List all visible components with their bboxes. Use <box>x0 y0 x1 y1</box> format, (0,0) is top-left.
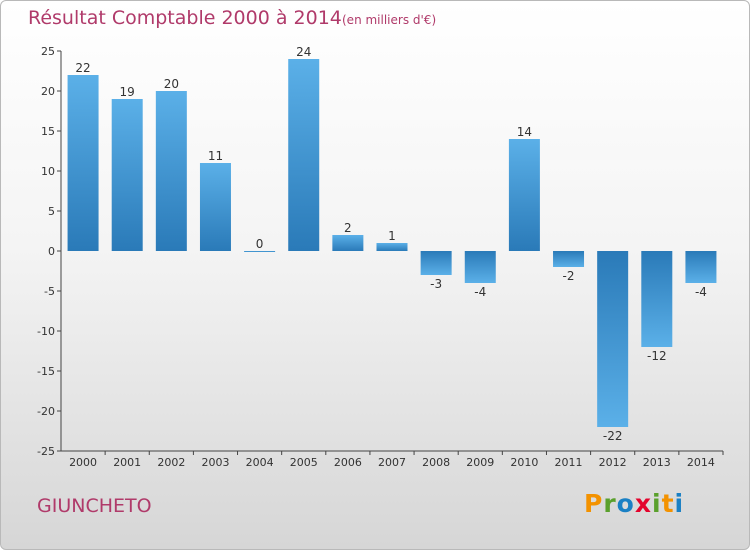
bar-2008[interactable] <box>420 251 452 275</box>
data-label-2001: 19 <box>120 85 135 99</box>
y-tick-label: -5 <box>44 285 55 298</box>
y-tick-label: -10 <box>37 325 55 338</box>
data-label-2000: 22 <box>75 61 90 75</box>
bar-2010[interactable] <box>508 139 540 251</box>
logo-letter: r <box>603 489 617 518</box>
data-label-2013: -12 <box>647 349 667 363</box>
x-tick-label: 2012 <box>599 456 627 469</box>
commune-name: GIUNCHETO <box>37 495 152 517</box>
data-label-2010: 14 <box>517 125 532 139</box>
y-tick-label: -25 <box>37 445 55 458</box>
bar-2000[interactable] <box>67 75 99 251</box>
x-tick-label: 2003 <box>201 456 229 469</box>
proxiti-logo[interactable]: Proxiti <box>584 489 684 518</box>
data-label-2003: 11 <box>208 149 223 163</box>
logo-letter: t <box>661 489 675 518</box>
x-tick-label: 2006 <box>334 456 362 469</box>
y-tick-label: -20 <box>37 405 55 418</box>
y-tick-label: 10 <box>41 165 55 178</box>
y-tick-label: 25 <box>41 45 55 58</box>
x-tick-label: 2001 <box>113 456 141 469</box>
bar-2007[interactable] <box>376 243 408 251</box>
x-tick-label: 2004 <box>246 456 274 469</box>
bar-2011[interactable] <box>553 251 585 267</box>
logo-letter: i <box>674 489 685 518</box>
data-label-2005: 24 <box>296 45 311 59</box>
x-tick-label: 2009 <box>466 456 494 469</box>
bar-2003[interactable] <box>199 163 231 251</box>
x-tick-label: 2007 <box>378 456 406 469</box>
data-label-2009: -4 <box>474 285 486 299</box>
x-tick-label: 2013 <box>643 456 671 469</box>
logo-letter: x <box>634 489 652 518</box>
y-tick-label: 0 <box>48 245 55 258</box>
x-tick-label: 2005 <box>290 456 318 469</box>
bar-2009[interactable] <box>464 251 496 283</box>
bar-2001[interactable] <box>111 99 143 251</box>
data-label-2004: 0 <box>256 237 264 251</box>
y-tick-label: 20 <box>41 85 55 98</box>
logo-letter: P <box>584 489 604 518</box>
x-tick-label: 2000 <box>69 456 97 469</box>
chart-unit: (en milliers d'€) <box>342 13 437 27</box>
x-tick-label: 2011 <box>555 456 583 469</box>
logo-letter: i <box>652 489 662 518</box>
data-label-2007: 1 <box>388 229 396 243</box>
bar-2006[interactable] <box>332 235 364 251</box>
bar-2012[interactable] <box>597 251 629 427</box>
logo-letter: o <box>616 489 635 518</box>
y-tick-label: 15 <box>41 125 55 138</box>
bar-2005[interactable] <box>288 59 320 251</box>
bar-2004[interactable] <box>244 251 276 252</box>
y-tick-label: 5 <box>48 205 55 218</box>
x-tick-label: 2014 <box>687 456 715 469</box>
data-label-2008: -3 <box>430 277 442 291</box>
x-tick-label: 2008 <box>422 456 450 469</box>
x-tick-label: 2002 <box>157 456 185 469</box>
data-label-2006: 2 <box>344 221 352 235</box>
bar-2013[interactable] <box>641 251 673 347</box>
x-tick-label: 2010 <box>510 456 538 469</box>
bar-2002[interactable] <box>155 91 187 251</box>
data-label-2002: 20 <box>164 77 179 91</box>
data-label-2014: -4 <box>695 285 707 299</box>
y-tick-label: -15 <box>37 365 55 378</box>
data-label-2011: -2 <box>563 269 575 283</box>
data-label-2012: -22 <box>603 429 623 443</box>
chart-title: Résultat Comptable 2000 à 2014 <box>28 7 342 29</box>
bar-2014[interactable] <box>685 251 717 283</box>
